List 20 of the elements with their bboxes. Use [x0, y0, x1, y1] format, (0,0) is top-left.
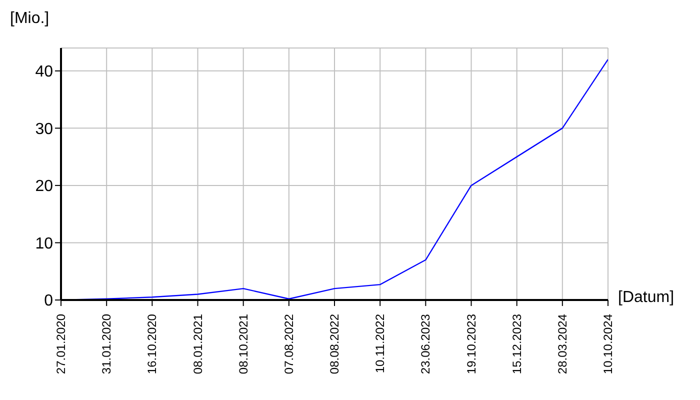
y-tick-label: 10 [35, 235, 54, 252]
x-tick-label: 23.06.2023 [418, 314, 433, 374]
x-axis-title: [Datum] [618, 289, 674, 307]
y-tick-label: 30 [35, 120, 54, 138]
x-tick-label: 31.01.2020 [100, 314, 114, 374]
x-tick-label: 10.10.2024 [601, 314, 615, 374]
x-tick-label: 19.10.2023 [464, 314, 478, 374]
x-tick-label: 08.08.2022 [328, 314, 342, 374]
x-tick-label: 16.10.2020 [145, 314, 160, 374]
x-tick-label: 27.01.2020 [54, 314, 68, 374]
y-axis-title: [Mio.] [10, 10, 50, 28]
x-tick-label: 28.03.2024 [555, 314, 570, 374]
y-tick-label: 20 [35, 178, 54, 196]
x-tick-label: 08.01.2021 [190, 314, 205, 374]
y-tick-label: 40 [35, 64, 54, 81]
x-tick-label: 07.08.2022 [282, 314, 296, 374]
x-tick-label: 15.12.2023 [510, 314, 524, 374]
y-tick-label: 0 [44, 292, 54, 310]
x-tick-label: 10.11.2022 [373, 314, 388, 374]
x-tick-label: 08.10.2021 [236, 314, 250, 374]
